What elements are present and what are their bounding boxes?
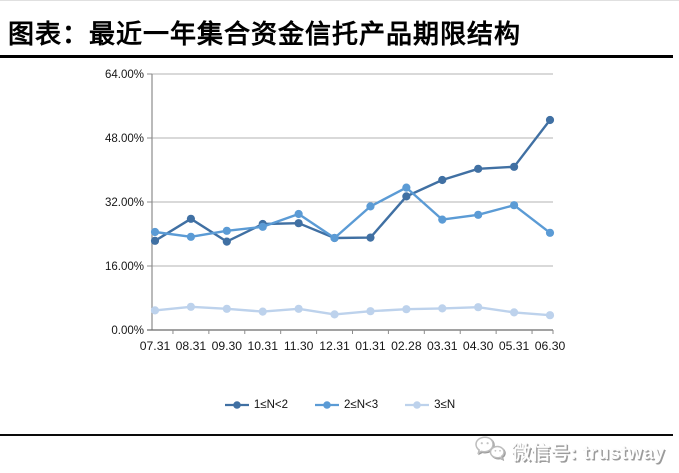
data-point-s2-8: [438, 304, 447, 313]
data-point-s1-3: [258, 222, 267, 231]
data-point-s0-2: [222, 237, 231, 246]
data-point-s2-4: [294, 304, 303, 313]
y-tick-label: 64.00%: [105, 69, 144, 81]
data-point-s0-10: [509, 162, 519, 171]
y-tick-label: 32.00%: [105, 197, 144, 209]
watermark-text: 微信号: trustway: [511, 442, 665, 464]
data-point-s0-8: [438, 175, 447, 185]
x-tick-label: 12.31: [319, 339, 350, 353]
legend-item-0: 1≤N<2: [224, 399, 288, 411]
wechat-icon: [474, 435, 506, 467]
x-tick-label: 09.30: [212, 339, 243, 353]
data-point-s1-1: [186, 232, 196, 241]
x-tick-label: 10.31: [247, 339, 278, 353]
x-tick-label: 07.31: [140, 339, 171, 353]
data-point-s0-11: [545, 115, 555, 125]
legend-item-1: 2≤N<3: [314, 399, 378, 411]
data-point-s1-5: [330, 233, 339, 243]
y-tick-label: 48.00%: [105, 133, 144, 145]
data-point-s1-2: [222, 226, 231, 235]
data-point-s1-0: [150, 227, 160, 237]
data-point-s1-11: [545, 228, 555, 237]
x-tick-label: 02.28: [391, 339, 422, 353]
legend-label-0: 1≤N<2: [253, 399, 288, 411]
y-tick-label: 0.00%: [111, 325, 144, 337]
data-point-s1-4: [294, 209, 303, 219]
data-point-s1-8: [438, 215, 447, 224]
data-point-s2-0: [150, 306, 160, 315]
legend-item-2: 3≤N: [404, 399, 455, 411]
data-point-s0-6: [366, 233, 375, 242]
legend-label-2: 3≤N: [434, 399, 456, 411]
data-point-s2-11: [545, 311, 555, 320]
watermark-divider: [0, 434, 673, 436]
x-tick-label: 08.31: [176, 339, 207, 353]
legend-marker-icon: [314, 401, 339, 409]
data-point-s2-9: [474, 303, 483, 312]
series-line-2: [153, 305, 552, 317]
series-line-1: [153, 186, 552, 240]
x-tick-label: 01.31: [355, 339, 386, 353]
data-point-s2-3: [258, 307, 267, 316]
page-title: 图表：最近一年集合资金信托产品期限结构: [8, 19, 522, 49]
title-underline: [0, 55, 673, 58]
legend-marker-icon: [405, 401, 430, 409]
data-point-s2-5: [330, 310, 339, 319]
x-tick-label: 11.30: [284, 339, 314, 353]
data-point-s2-2: [222, 304, 231, 313]
data-point-s0-4: [294, 219, 303, 228]
chart-legend: 1≤N<2 2≤N<3 3≤N: [0, 399, 679, 411]
data-point-s2-6: [366, 307, 375, 316]
x-tick-label: 03.31: [427, 339, 458, 353]
x-tick-label: 06.30: [535, 339, 566, 353]
data-point-s0-7: [402, 192, 411, 201]
data-point-s2-10: [509, 308, 519, 317]
y-tick-label: 16.00%: [105, 261, 144, 273]
watermark: 微信号: trustway: [474, 435, 665, 467]
legend-label-1: 2≤N<3: [343, 399, 379, 411]
data-point-s0-0: [150, 236, 160, 245]
data-point-s1-7: [402, 183, 411, 192]
data-point-s2-7: [402, 305, 411, 314]
x-tick-label: 04.30: [463, 339, 494, 353]
data-point-s0-9: [474, 164, 483, 173]
data-point-s1-9: [474, 210, 483, 219]
data-point-s2-1: [186, 302, 196, 311]
x-tick-label: 05.31: [499, 339, 530, 353]
data-point-s0-1: [186, 214, 196, 223]
data-point-s1-10: [509, 201, 519, 210]
data-point-s1-6: [366, 202, 375, 211]
series-line-0: [153, 118, 552, 243]
legend-marker-icon: [224, 401, 249, 409]
